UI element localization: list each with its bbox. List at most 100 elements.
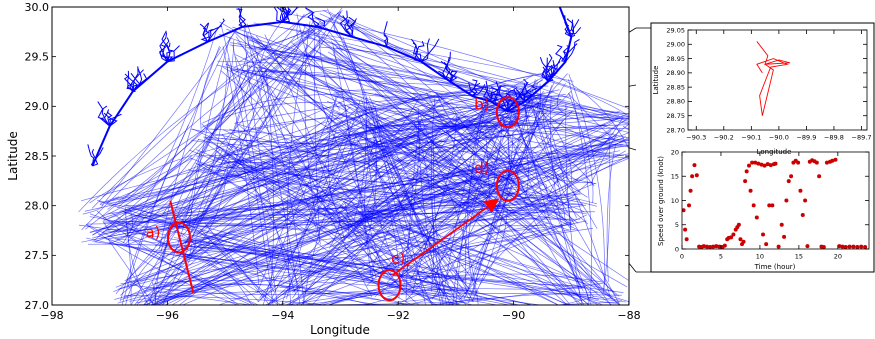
- inland-waterway: [348, 16, 357, 37]
- inland-waterway: [414, 40, 425, 62]
- vessel-track: [358, 156, 629, 202]
- y-tick-label: 27.5: [25, 249, 50, 262]
- vessel-track: [371, 94, 569, 108]
- vessel-track: [89, 97, 559, 233]
- vessel-track: [265, 68, 274, 286]
- speed-point: [764, 242, 769, 247]
- speed-point: [824, 160, 829, 165]
- vessel-track: [330, 224, 583, 302]
- vessel-track: [143, 193, 580, 291]
- vessel-track: [301, 297, 392, 305]
- speed-point: [859, 244, 864, 249]
- vessel-track: [133, 75, 533, 286]
- inland-waterway: [87, 144, 95, 167]
- vessel-track: [463, 103, 542, 299]
- vessel-track: [134, 239, 169, 305]
- inland-waterway: [518, 89, 530, 102]
- vessel-track: [182, 252, 260, 302]
- speed-point: [736, 222, 741, 227]
- speed-point: [750, 160, 755, 165]
- inland-waterway: [99, 111, 111, 127]
- vessel-track: [258, 70, 305, 305]
- speed-point: [773, 161, 778, 166]
- vessel-track: [85, 223, 239, 305]
- y-tick-label: 28.5: [25, 150, 50, 163]
- speed-point: [817, 174, 822, 179]
- inland-waterway: [207, 18, 225, 43]
- vessel-track: [369, 96, 474, 303]
- speed-point: [840, 244, 845, 249]
- vessel-track: [441, 116, 499, 127]
- vessel-track: [160, 68, 256, 252]
- inland-waterway: [559, 7, 561, 8]
- vessel-track: [202, 258, 280, 305]
- vessel-track: [433, 139, 448, 305]
- line-a: [169, 200, 195, 294]
- speed-point: [714, 244, 719, 249]
- vessel-track: [164, 223, 351, 305]
- vessel-track: [509, 153, 604, 176]
- vessel-track: [408, 290, 452, 305]
- vessel-track: [287, 90, 555, 305]
- vessel-track: [453, 117, 461, 125]
- main-x-ticks: −98 −96 −94 −92 −90 −88: [40, 7, 641, 322]
- vessel-track: [298, 30, 510, 163]
- marker-circle: [495, 169, 520, 202]
- vessel-track: [248, 39, 261, 45]
- inland-waterway: [545, 65, 554, 82]
- marker-label: a): [145, 223, 160, 241]
- vessel-track: [344, 246, 398, 282]
- inset-d-panel: 0 5 10 15 20 0 5 10 15 20 Time (hour) Speed over…: [657, 148, 870, 271]
- inland-waterway: [108, 113, 122, 127]
- speed-point: [682, 208, 686, 213]
- y-tick-label: 28.75: [666, 112, 685, 120]
- inset-b-y-ticks: 28.70 28.75 28.80 28.85 28.90 28.95 29.00 29.05: [666, 26, 867, 134]
- vessel-track: [108, 241, 479, 292]
- vessel-track: [112, 123, 346, 200]
- inland-waterway: [207, 25, 223, 42]
- vessel-track: [377, 275, 599, 300]
- inland-waterway: [443, 61, 453, 82]
- x-tick-label: −90.1: [741, 134, 761, 142]
- vessel-track: [78, 17, 334, 213]
- vessel-track: [337, 101, 348, 112]
- vessel-track: [176, 239, 624, 294]
- speed-point: [786, 179, 791, 184]
- speed-point: [784, 198, 789, 203]
- vessel-track: [391, 109, 574, 265]
- speed-point: [741, 239, 746, 244]
- speed-point: [830, 158, 835, 163]
- vessel-track: [524, 106, 582, 289]
- vessel-track: [329, 304, 477, 305]
- vessel-track: [319, 130, 440, 222]
- vessel-track: [129, 211, 595, 217]
- vessel-track: [177, 155, 217, 228]
- vessel-track: [590, 128, 621, 185]
- vessel-track: [641, 114, 654, 141]
- speed-point: [692, 163, 697, 168]
- inland-waterway: [490, 81, 500, 102]
- speed-point: [759, 162, 764, 167]
- vessel-track: [200, 46, 221, 130]
- speed-point: [684, 237, 689, 242]
- inland-waterway: [410, 38, 422, 62]
- speed-point: [833, 157, 838, 162]
- inland-waterway: [129, 69, 144, 92]
- vessel-track: [328, 111, 344, 118]
- y-tick-label: 20: [671, 148, 679, 156]
- x-tick-label: −90.0: [769, 134, 789, 142]
- vessel-track: [291, 42, 583, 305]
- inland-waterway: [518, 78, 528, 102]
- speed-point: [805, 244, 810, 249]
- speed-point: [731, 232, 736, 237]
- vessel-track: [340, 95, 443, 215]
- inland-waterway: [91, 149, 99, 167]
- speed-point: [753, 160, 758, 165]
- vessel-track: [158, 45, 220, 250]
- vessel-track: [426, 104, 629, 120]
- vessel-track: [318, 46, 571, 100]
- x-tick-label: −90: [502, 309, 525, 322]
- inset-d-ylabel: Speed over ground (knot): [657, 156, 665, 246]
- main-xlabel: Longitude: [310, 323, 370, 337]
- inset-b-track: [756, 41, 791, 116]
